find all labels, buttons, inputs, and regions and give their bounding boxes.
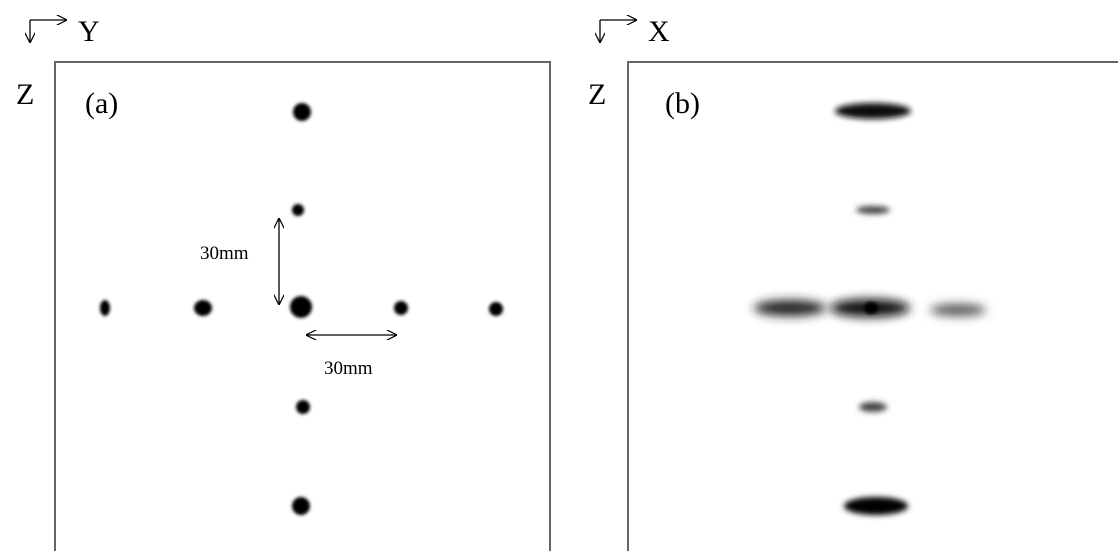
blob [859,402,887,412]
point [100,300,110,316]
blob [835,103,911,119]
point [290,296,312,318]
figure: Y Z (a) 30mm 30mm X Z (b) [0,0,1118,551]
axis-label: Y [78,15,100,48]
blob [930,304,986,316]
dimension-label: 30mm [200,243,249,264]
point [292,204,304,216]
axis-label: X [648,15,670,48]
blob [856,206,890,214]
point [296,400,310,414]
panel-a: Y Z (a) 30mm 30mm [16,15,550,551]
dimension-label: 30mm [324,358,373,379]
blob [864,302,878,314]
points [100,103,503,515]
point [394,301,408,315]
point [489,302,503,316]
blobs [754,103,986,515]
point [293,103,311,121]
axis-label: Z [16,78,34,111]
axis-label: Z [588,78,606,111]
panel-label: (b) [665,87,700,120]
point [292,497,310,515]
point [194,300,212,316]
panel-b: X Z (b) [588,15,1118,551]
panel-label: (a) [85,87,118,120]
blob [844,497,908,515]
blob [754,300,826,316]
